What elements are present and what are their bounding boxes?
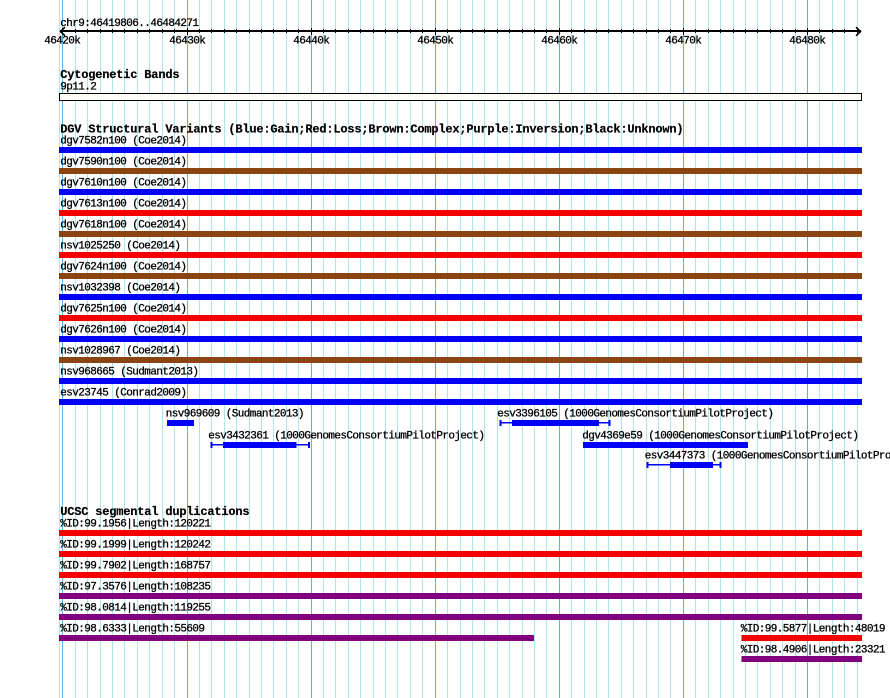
svg-text:%ID:99.5877|Length:48019: %ID:99.5877|Length:48019 <box>741 624 885 636</box>
svg-text:esv23745 (Conrad2009): esv23745 (Conrad2009) <box>60 388 186 400</box>
svg-text:nsv969609 (Sudmant2013): nsv969609 (Sudmant2013) <box>166 409 304 421</box>
svg-text:46440k: 46440k <box>293 36 330 48</box>
svg-text:nsv968665 (Sudmant2013): nsv968665 (Sudmant2013) <box>60 367 198 379</box>
svg-text:dgv7625n100 (Coe2014): dgv7625n100 (Coe2014) <box>60 304 186 316</box>
svg-text:chr9:46419806..46484271: chr9:46419806..46484271 <box>60 18 199 30</box>
svg-text:nsv1025250 (Coe2014): nsv1025250 (Coe2014) <box>60 241 180 253</box>
svg-text:dgv7610n100 (Coe2014): dgv7610n100 (Coe2014) <box>60 178 186 190</box>
svg-text:46460k: 46460k <box>541 36 578 48</box>
svg-text:46450k: 46450k <box>417 36 454 48</box>
svg-text:dgv7613n100 (Coe2014): dgv7613n100 (Coe2014) <box>60 199 186 211</box>
svg-text:nsv1032398 (Coe2014): nsv1032398 (Coe2014) <box>60 283 180 295</box>
svg-text:dgv7582n100 (Coe2014): dgv7582n100 (Coe2014) <box>60 136 186 148</box>
svg-text:dgv7590n100 (Coe2014): dgv7590n100 (Coe2014) <box>60 157 186 169</box>
svg-text:%ID:99.1999|Length:120242: %ID:99.1999|Length:120242 <box>60 540 210 552</box>
svg-text:esv3396105 (1000GenomesConsort: esv3396105 (1000GenomesConsortiumPilotPr… <box>497 409 773 421</box>
svg-text:esv3432361 (1000GenomesConsort: esv3432361 (1000GenomesConsortiumPilotPr… <box>208 431 484 443</box>
svg-text:dgv7618n100 (Coe2014): dgv7618n100 (Coe2014) <box>60 220 186 232</box>
svg-text:46420k: 46420k <box>44 36 81 48</box>
svg-text:%ID:98.6333|Length:55609: %ID:98.6333|Length:55609 <box>60 624 204 636</box>
svg-text:Cytogenetic Bands: Cytogenetic Bands <box>60 68 179 82</box>
svg-text:%ID:98.0814|Length:119255: %ID:98.0814|Length:119255 <box>60 603 210 615</box>
svg-text:%ID:99.1956|Length:120221: %ID:99.1956|Length:120221 <box>60 519 211 531</box>
svg-text:%ID:97.3576|Length:108235: %ID:97.3576|Length:108235 <box>60 582 210 594</box>
svg-text:esv3447373 (1000GenomesConsort: esv3447373 (1000GenomesConsortiumPilotPr… <box>645 451 890 463</box>
svg-text:DGV Structural Variants (Blue:: DGV Structural Variants (Blue:Gain;Red:L… <box>60 123 683 137</box>
svg-text:%ID:99.7902|Length:168757: %ID:99.7902|Length:168757 <box>60 561 210 573</box>
svg-text:nsv1028967 (Coe2014): nsv1028967 (Coe2014) <box>60 346 180 358</box>
svg-text:46480k: 46480k <box>789 36 826 48</box>
svg-text:46430k: 46430k <box>169 36 206 48</box>
svg-text:9p11.2: 9p11.2 <box>60 82 96 94</box>
svg-text:dgv4369e59 (1000GenomesConsort: dgv4369e59 (1000GenomesConsortiumPilotPr… <box>582 431 858 443</box>
svg-text:46470k: 46470k <box>665 36 702 48</box>
svg-text:dgv7626n100 (Coe2014): dgv7626n100 (Coe2014) <box>60 325 186 337</box>
svg-text:%ID:98.4906|Length:23321: %ID:98.4906|Length:23321 <box>741 645 886 657</box>
svg-text:UCSC segmental duplications: UCSC segmental duplications <box>60 505 249 519</box>
svg-text:dgv7624n100 (Coe2014): dgv7624n100 (Coe2014) <box>60 262 186 274</box>
